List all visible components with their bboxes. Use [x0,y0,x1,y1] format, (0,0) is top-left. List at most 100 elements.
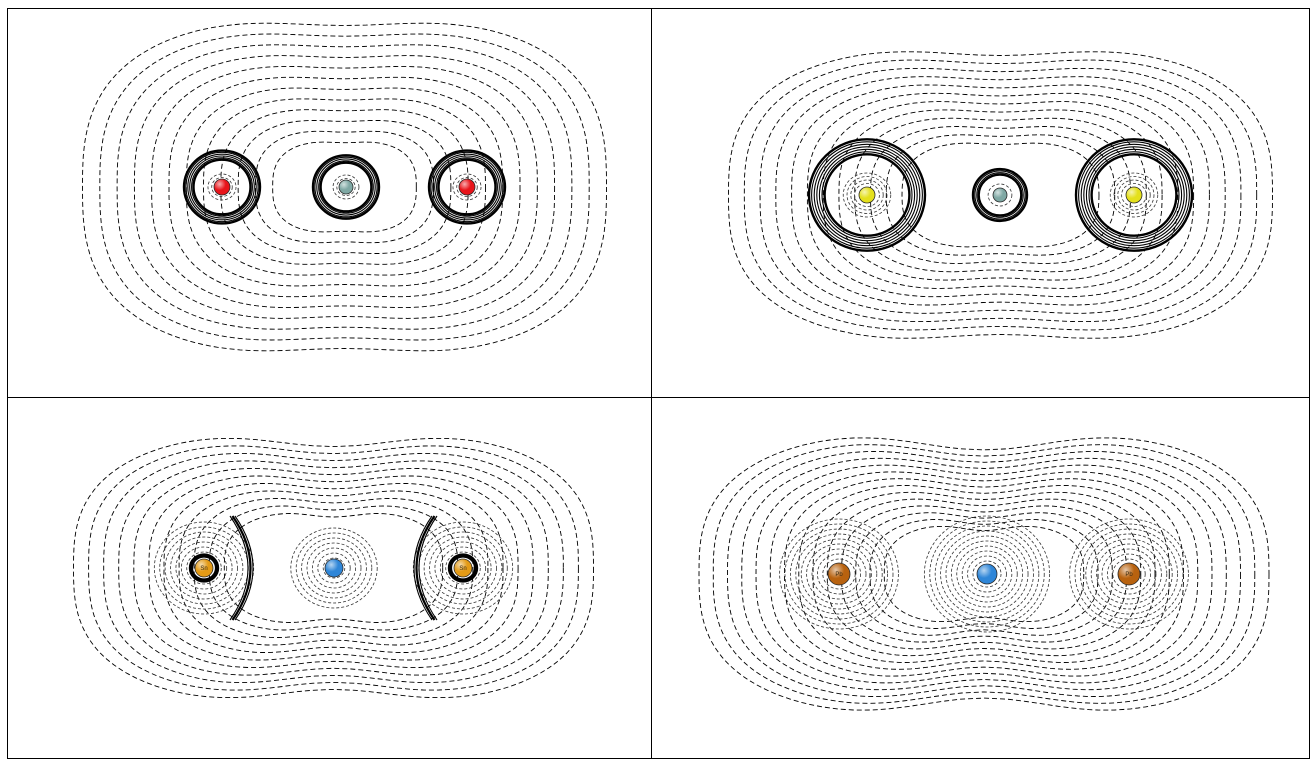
basin-contour-line [795,533,883,615]
atom-terminal: Pb [827,562,851,586]
outer-contour-line [759,67,1242,323]
contour-plot-top-right [652,9,1309,397]
grid-border-top [7,8,1310,9]
grid-border-right [1309,8,1310,759]
outer-contour-line [826,498,1142,650]
basin-contour-line [987,183,1013,207]
core-shell-line [976,172,1024,218]
basin-contour-line [934,525,1040,623]
basin-contour-line [822,558,856,590]
core-shell-line [319,161,373,213]
outer-contours-bottom-right [698,437,1270,711]
core-shell-line [1090,153,1178,237]
basin-contour-line [1112,558,1146,590]
outer-contour-line [193,498,474,638]
core-shell-line [1085,148,1183,242]
core-shells [807,138,927,252]
core-shells [971,167,1029,223]
basin-contour-line [1096,543,1162,605]
basin-contour-line [1085,533,1173,615]
basin-contour-line [967,555,1007,593]
outer-contours-top-left [82,22,607,352]
atom-basin-contours [290,527,378,609]
basin-contour-line [439,546,487,590]
atom-sphere [458,178,476,196]
core-shell-line [182,149,262,225]
outer-contour-line [841,505,1127,643]
bond-arc-line [231,515,252,621]
core-shell-line [974,170,1026,220]
outer-contour-line [769,471,1199,677]
core-shell-line [314,156,378,218]
core-shells [311,154,381,220]
atom-basin-contours [923,515,1051,633]
outer-contour-line [163,483,504,653]
basin-contour-line [1069,518,1189,630]
outer-contour-line [698,437,1270,711]
basin-contour-line [452,173,482,201]
basin-contour-line [972,560,1002,588]
core-shell-line [977,173,1023,217]
core-shell-line [437,158,497,216]
contour-plot-top-left [8,9,651,397]
outer-contour-line [99,33,590,341]
basin-contour-line [170,536,238,600]
outer-contour-line [728,51,1273,339]
grid-divider-vertical [651,8,652,759]
atom-basin-contours [332,174,360,200]
basin-contour-line [1074,523,1184,625]
basin-contour-line [945,535,1029,613]
core-shell-line [190,555,218,581]
atom-sphere [976,563,998,585]
basin-contour-line [784,523,894,625]
core-shell-line [436,157,498,217]
basin-contour-line [412,521,514,615]
outer-contour-line [743,59,1258,331]
outer-contour-line [791,84,1210,306]
atom-label: Pb [835,572,843,578]
bond-arc-line [418,515,438,621]
atom-terminal: Sn [194,558,214,578]
bond-arc-line [415,515,436,621]
core-shell-line [807,138,927,252]
atom-sphere [194,558,214,578]
outer-contour-line [883,525,1085,623]
outer-contour-line [822,101,1179,289]
basin-contour-line [1090,538,1168,610]
basin-contour-line [1109,172,1159,218]
core-shell-line [427,149,507,225]
basin-contour-line [164,531,244,605]
outer-contour-line [103,452,564,684]
core-shell-line [191,157,253,217]
basin-contour-line [306,542,362,594]
atom-terminal [458,178,476,196]
core-shell-line [434,155,500,219]
bond-arc-line [413,515,433,621]
outer-contour-line [775,76,1226,314]
basin-contour-line [846,176,888,214]
core-shell-line [318,160,374,214]
core-shell-line [311,154,381,220]
outer-contour-line [185,87,504,287]
basin-contour-line [456,177,478,197]
basin-contour-line [311,547,356,589]
outer-contours-bottom-left [73,437,594,699]
core-shell-line [811,141,923,249]
basin-contour-line [779,518,899,630]
outer-contour-line [727,451,1241,697]
core-shell-line [1074,138,1194,252]
basin-contour-line [842,172,892,218]
grid-divider-horizontal [7,397,1310,398]
atom-basin-contours [452,173,482,201]
basin-contour-line [207,173,237,201]
basin-contour-line [322,557,346,579]
outer-contour-line [88,445,579,691]
atom-terminal [213,178,231,196]
core-shell-line [813,143,921,247]
outer-contour-line [223,513,444,623]
outer-contour-line [220,109,469,265]
outer-contour-line [812,491,1156,657]
atom-sphere [338,179,354,195]
basin-contour-line [317,552,351,584]
